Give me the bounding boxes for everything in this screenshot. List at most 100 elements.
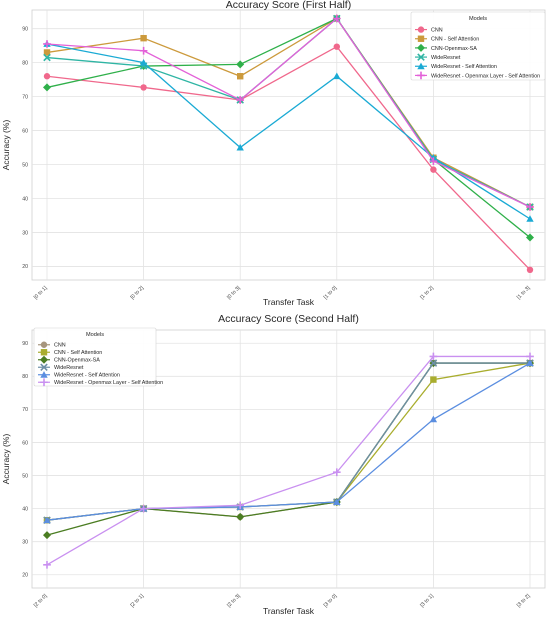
data-point xyxy=(236,96,245,104)
y-tick-label: 20 xyxy=(22,264,28,270)
y-tick-label: 40 xyxy=(22,506,28,512)
chart-title: Accuracy Score (Second Half) xyxy=(218,313,359,325)
legend-label: WideResnet - Self Attention xyxy=(54,373,120,379)
legend-label: CNN - Self Attention xyxy=(431,37,479,43)
legend-item: CNN - Self Attention xyxy=(38,349,102,356)
data-point xyxy=(333,43,340,50)
data-point xyxy=(430,376,437,383)
series-line-wideresnet-self-attention xyxy=(46,362,531,521)
chart-panel-1: 20 30 40 50 60 70 80 90 [0 to 1] [0 to 2] [0 to 3]… xyxy=(1,0,546,307)
data-point xyxy=(333,498,341,505)
series-line-wideresnet-openmax-layer-self-attention xyxy=(46,17,531,208)
legend-title: Models xyxy=(469,16,487,22)
x-tick-label: [0 to 3] xyxy=(226,285,242,301)
legend-marker xyxy=(40,371,48,378)
legend-marker xyxy=(40,341,48,348)
x-tick-label: [1 to 0] xyxy=(323,285,339,301)
series-line-cnn-self-attention xyxy=(46,17,531,208)
data-point xyxy=(526,266,534,274)
data-point xyxy=(43,83,51,92)
legend-label: CNN-Openmax-SA xyxy=(431,46,477,52)
chart-title: Accuracy Score (First Half) xyxy=(226,0,351,11)
x-tick-label: [0 to 1] xyxy=(33,285,49,301)
legend-marker xyxy=(417,26,425,33)
y-axis-label: Accuracy (%) xyxy=(1,434,11,485)
series-line-cnn-openmax-sa xyxy=(46,17,531,239)
legend-item: WideResnet - Self Attention xyxy=(415,62,497,70)
y-tick-label: 70 xyxy=(22,94,28,100)
legend-label: CNN - Self Attention xyxy=(54,350,102,356)
data-point xyxy=(43,561,51,569)
data-point xyxy=(236,60,245,69)
data-point xyxy=(333,72,341,80)
data-point xyxy=(332,14,341,23)
legend-title: Models xyxy=(86,332,104,338)
data-point xyxy=(43,40,51,48)
x-tick-label: [1 to 3] xyxy=(516,285,532,301)
chart-panel-2: 20 30 40 50 60 70 80 90 [2 to 0] [2 to 1] [2 to 3]… xyxy=(1,313,546,616)
x-tick-label: [3 to 0] xyxy=(323,593,339,609)
data-point xyxy=(429,359,438,367)
legend-label: WideResnet - Openmax Layer - Self Attent… xyxy=(431,73,540,79)
legend-item: WideResnet xyxy=(38,363,84,371)
y-tick-label: 30 xyxy=(22,539,28,545)
legend-item: CNN xyxy=(38,341,66,349)
x-axis-label: Transfer Task xyxy=(263,606,315,616)
legend-box xyxy=(33,327,157,387)
legend-label: CNN xyxy=(431,27,443,33)
data-point xyxy=(43,53,51,62)
y-tick-label: 90 xyxy=(22,341,28,347)
x-tick-label: [0 to 2] xyxy=(130,285,146,301)
data-point xyxy=(43,516,51,524)
legend-label: WideResnet - Self Attention xyxy=(431,64,497,70)
legend-item: CNN-Openmax-SA xyxy=(415,43,477,52)
legend-marker xyxy=(40,349,48,356)
y-tick-label: 30 xyxy=(22,230,28,236)
legend-box xyxy=(410,11,546,81)
series-line-wideresnet-self-attention xyxy=(46,43,531,220)
data-point xyxy=(236,512,245,521)
y-tick-label: 60 xyxy=(22,440,28,446)
y-tick-label: 50 xyxy=(22,162,28,168)
y-tick-label: 80 xyxy=(22,60,28,66)
legend-label: CNN xyxy=(54,343,66,349)
legend-label: WideResnet - Openmax Layer - Self Attent… xyxy=(54,380,163,386)
legend-marker xyxy=(417,53,425,61)
y-tick-label: 20 xyxy=(22,573,28,579)
data-point xyxy=(140,84,147,91)
data-point xyxy=(236,501,245,510)
legend-label: CNN-Openmax-SA xyxy=(54,358,100,364)
x-tick-label: [2 to 3] xyxy=(226,593,242,609)
y-tick-label: 60 xyxy=(22,128,28,134)
data-point xyxy=(139,58,148,66)
x-tick-label: [1 to 2] xyxy=(419,285,435,301)
x-axis-label: Transfer Task xyxy=(263,297,315,307)
legend-item: WideResnet - Self Attention xyxy=(38,371,120,379)
series-wideresnet-openmax-layer-self-attention xyxy=(43,352,534,569)
data-point xyxy=(430,166,437,173)
legend: Models CNN CNN - Self Attention CNN-Openmax… xyxy=(410,11,546,81)
data-point xyxy=(236,143,244,151)
legend-marker xyxy=(40,378,48,387)
data-point xyxy=(140,34,147,42)
y-tick-label: 80 xyxy=(22,374,28,380)
legend-item: WideResnet xyxy=(415,53,461,61)
series-wideresnet-self-attention xyxy=(43,40,534,222)
legend-marker xyxy=(40,355,48,364)
data-point xyxy=(139,46,148,55)
legend-marker xyxy=(417,62,425,70)
series-wideresnet-openmax-layer-self-attention xyxy=(43,14,534,211)
legend-label: WideResnet xyxy=(431,55,461,61)
data-point xyxy=(139,504,148,513)
legend-item: WideResnet - Openmax Layer - Self Attent… xyxy=(38,378,163,386)
data-point xyxy=(526,215,534,222)
legend-marker xyxy=(417,35,425,42)
x-tick-label: [3 to 2] xyxy=(516,593,532,609)
x-tick-label: [2 to 1] xyxy=(130,593,146,609)
data-point xyxy=(43,531,51,540)
legend-marker xyxy=(417,71,425,80)
legend-label: WideResnet xyxy=(54,365,84,371)
